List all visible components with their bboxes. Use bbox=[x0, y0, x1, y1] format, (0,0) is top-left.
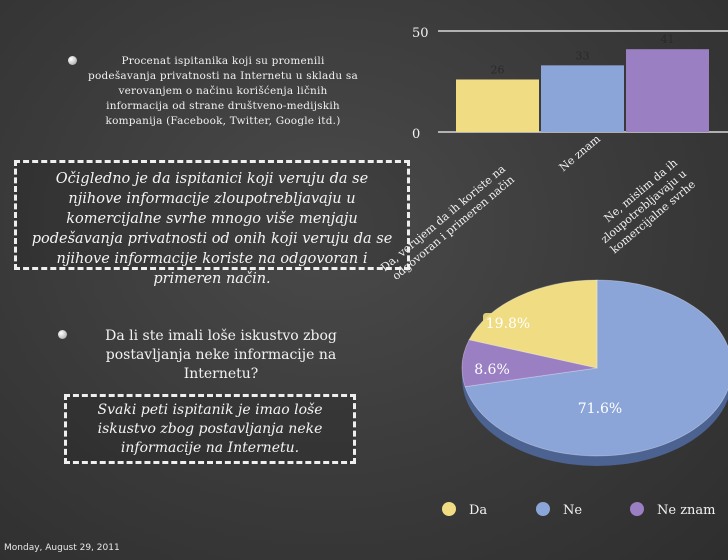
question-1-text: Procenat ispitanika koji su promenili po… bbox=[88, 55, 358, 127]
legend-label: Da bbox=[469, 503, 487, 518]
x-tick-label-line: odgovoran i primeren način bbox=[390, 173, 517, 283]
pie-chart: 71.6% 8.6% 19.8% bbox=[461, 279, 728, 466]
conclusion-2-box: Svaki peti ispitanik je imao loše iskust… bbox=[64, 394, 356, 464]
legend-swatch bbox=[630, 502, 644, 516]
pie-label-bg bbox=[575, 398, 625, 418]
question-2-text: Da li ste imali loše iskustvo zbog posta… bbox=[105, 328, 337, 382]
conclusion-2-text: Svaki peti ispitanik je imao loše iskust… bbox=[97, 402, 323, 456]
conclusion-1-text: Očigledno je da ispitanici koji veruju d… bbox=[31, 171, 393, 287]
legend-swatch bbox=[536, 502, 550, 516]
conclusion-1-box: Očigledno je da ispitanici koji veruju d… bbox=[14, 160, 410, 287]
bullet-icon bbox=[68, 56, 77, 65]
bar bbox=[541, 65, 624, 132]
bar-chart: 50 0 26 Da, verujem da ih koriste naodgovor… bbox=[378, 26, 728, 283]
legend-label: Ne znam bbox=[657, 503, 716, 518]
y-tick-label: 0 bbox=[412, 127, 420, 142]
x-tick-label-line: Da, verujem da ih koriste na bbox=[378, 162, 508, 274]
bar-value-label: 41 bbox=[661, 33, 675, 46]
bar bbox=[626, 49, 709, 132]
legend-label: Ne bbox=[563, 503, 582, 518]
pie-label-bg bbox=[471, 359, 513, 379]
legend-swatch bbox=[442, 502, 456, 516]
bullet-icon bbox=[58, 330, 67, 339]
pie-value-label: 71.6% bbox=[578, 401, 622, 417]
bar-value-label: 26 bbox=[491, 63, 505, 76]
bar bbox=[456, 79, 539, 132]
bar-value-label: 33 bbox=[576, 49, 590, 62]
pie-slice bbox=[468, 279, 598, 369]
pie-value-label: 19.8% bbox=[486, 316, 530, 332]
footer-date: Monday, August 29, 2011 bbox=[4, 543, 120, 553]
pie-legend: Da Ne Ne znam bbox=[442, 502, 716, 518]
y-tick-label: 50 bbox=[412, 26, 429, 41]
pie-value-label: 8.6% bbox=[474, 362, 510, 378]
x-tick-label: Ne znam bbox=[557, 132, 604, 174]
pie-label-bg bbox=[483, 313, 533, 333]
pie-slice bbox=[464, 279, 728, 457]
x-tick-label-line: Ne znam bbox=[557, 132, 604, 174]
